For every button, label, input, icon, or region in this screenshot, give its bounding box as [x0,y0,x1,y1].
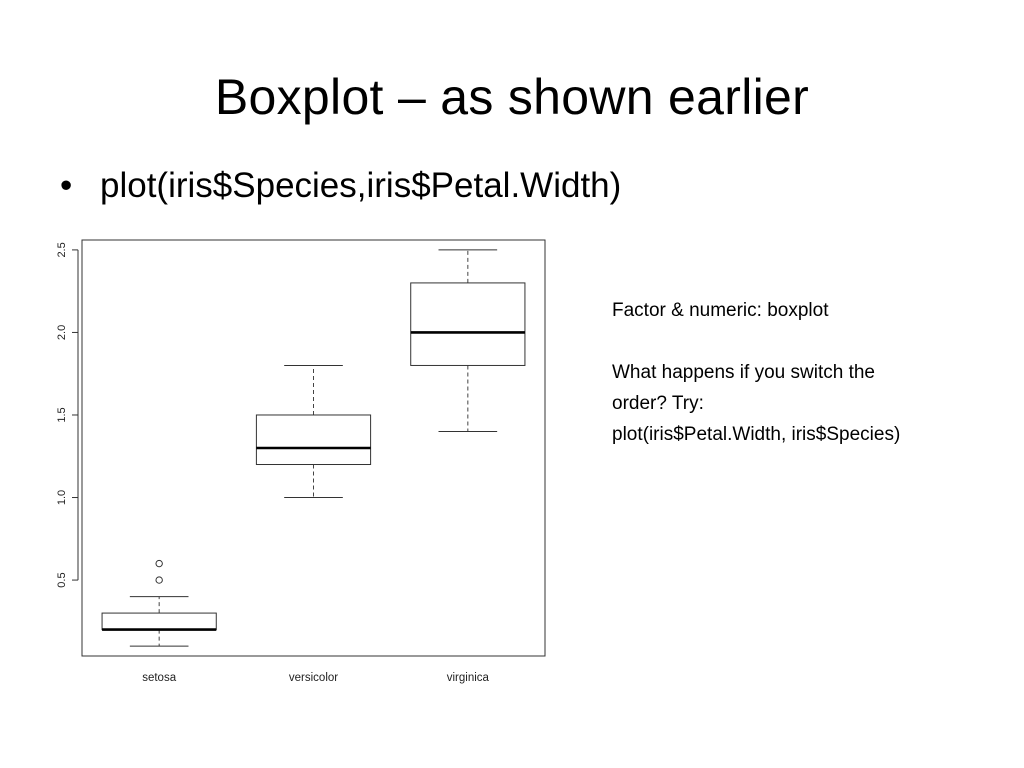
note-line-2: What happens if you switch the [612,362,875,383]
boxplot-svg: 0.5 1.0 1.5 2.0 2.5 setosa versicolor virginica [56,239,546,684]
slide-title: Boxplot – as shown earlier [214,69,810,125]
outlier-point [155,559,163,568]
x-tick-label: versicolor [289,672,338,684]
note-line-1: Factor & numeric: boxplot [612,300,829,321]
note-line-3: order? Try: [612,393,704,414]
x-tick-label: setosa [142,672,176,684]
box-versicolor [255,414,372,466]
y-tick-label: 1.5 [56,407,68,422]
outlier-point [155,576,163,584]
bullet-text: plot(iris$Species,iris$Petal.Width) [100,166,622,205]
side-note: Factor & numeric: boxplot What happens i… [612,295,1012,450]
y-tick-label: 2.5 [56,242,68,257]
bullet-item: • plot(iris$Species,iris$Petal.Width) [60,162,621,210]
y-tick-label: 1.0 [56,490,68,505]
bullet-dot: • [60,166,73,205]
note-line-4: plot(iris$Petal.Width, iris$Species) [612,424,901,445]
y-tick-label: 0.5 [56,572,68,587]
box-setosa [101,612,217,631]
y-tick-label: 2.0 [56,325,68,340]
box-virginica [410,282,526,366]
plot-frame [81,239,546,657]
x-tick-label: virginica [447,672,490,684]
boxplot-chart: 0.5 1.0 1.5 2.0 2.5 setosa versicolor virginica [40,232,560,702]
